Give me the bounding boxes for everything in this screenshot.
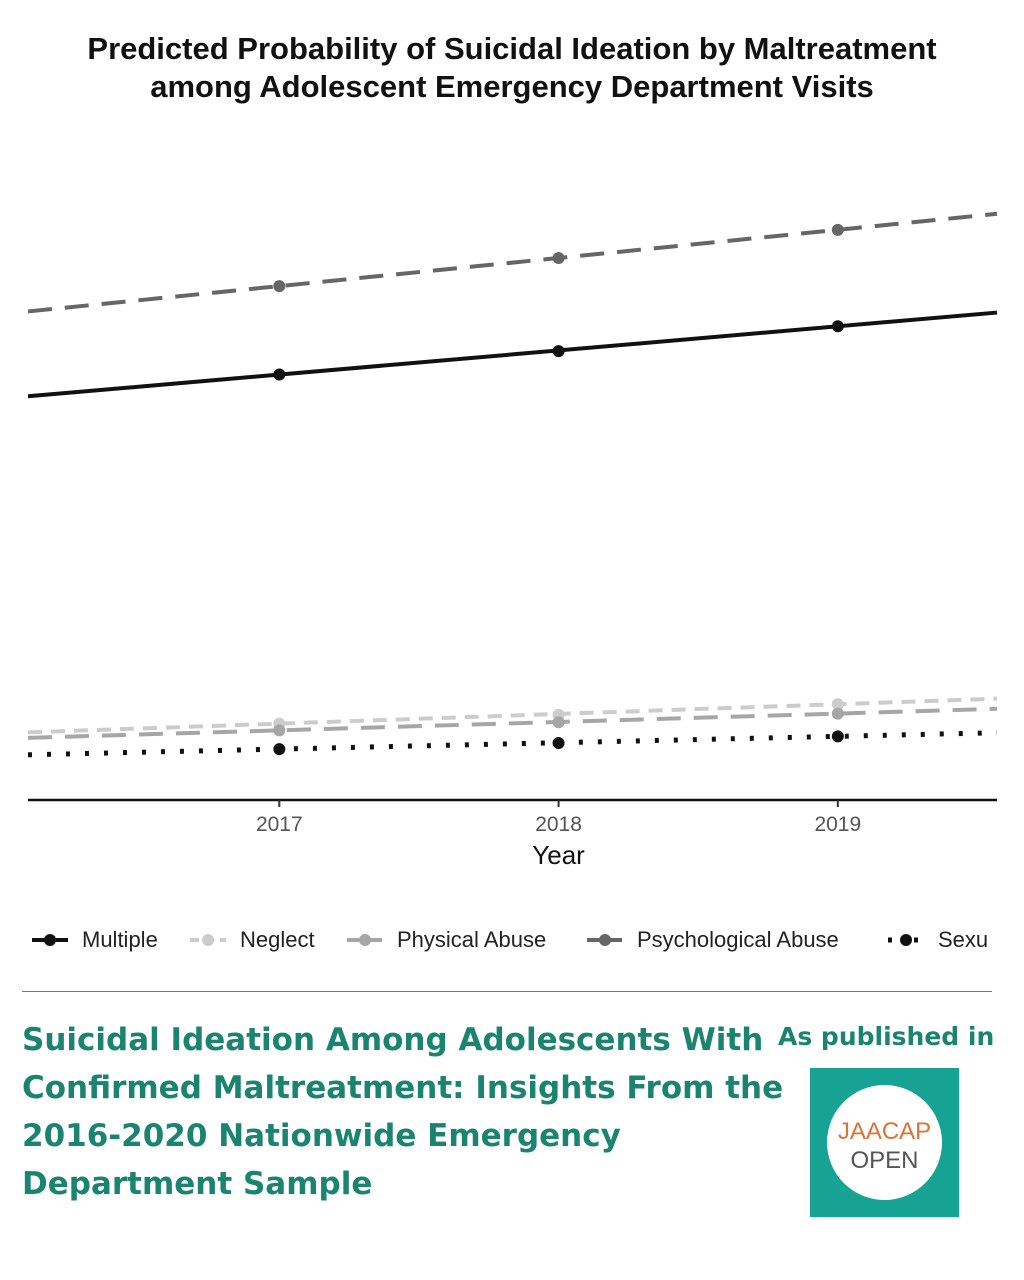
series-4-point-2 — [831, 730, 844, 743]
series-3-point-2 — [831, 223, 844, 236]
legend-key-0 — [32, 934, 68, 946]
legend-key-4 — [888, 934, 924, 946]
published-label: As published in — [778, 1022, 995, 1051]
legend-item-1: Neglect — [188, 918, 315, 962]
x-tick-label-1: 2018 — [535, 813, 582, 836]
legend-key-dot-0 — [44, 934, 56, 946]
logo-text-jaacap: JAACAP — [837, 1118, 932, 1145]
series-4-point-0 — [273, 743, 286, 756]
chart-title: Predicted Probability of Suicidal Ideati… — [0, 30, 1024, 106]
line-chart: 2017 2018 2019 Year — [27, 211, 998, 870]
chart-legend: Multiple Neglect Physical Abuse Psychologic… — [0, 918, 1024, 962]
legend-key-dot-1 — [202, 934, 214, 946]
x-tick-label-0: 2017 — [256, 813, 303, 836]
paper-title: Suicidal Ideation Among Adolescents With… — [22, 1016, 784, 1208]
x-axis-label: Year — [532, 840, 585, 870]
series-line-1 — [27, 696, 998, 735]
series-3-point-0 — [273, 280, 286, 293]
chart-title-line-2: among Adolescent Emergency Department Vi… — [150, 69, 874, 104]
legend-label-4: Sexu — [938, 927, 989, 952]
series-1-point-2 — [831, 698, 844, 711]
legend-key-dot-3 — [599, 934, 611, 946]
series-0-point-2 — [831, 320, 844, 333]
paper-title-line-3: 2016-2020 Nationwide Emergency — [22, 1118, 621, 1154]
paper-title-line-1: Suicidal Ideation Among Adolescents With — [22, 1022, 764, 1058]
series-0-point-0 — [273, 368, 286, 381]
legend-label-2: Physical Abuse — [397, 927, 547, 952]
legend-item-0: Multiple — [30, 918, 158, 962]
series-3-point-1 — [552, 251, 565, 264]
x-tick-label-2: 2019 — [814, 813, 861, 836]
series-2-point-1 — [552, 716, 565, 729]
legend-label-3: Psychological Abuse — [637, 927, 839, 952]
legend-key-1 — [190, 934, 226, 946]
series-2-point-0 — [273, 724, 286, 737]
series-line-4 — [27, 730, 998, 758]
paper-title-line-4: Department Sample — [22, 1166, 373, 1202]
legend-item-2: Physical Abuse — [345, 918, 546, 962]
series-line-2 — [27, 706, 998, 740]
legend-key-2 — [347, 934, 383, 946]
jaacap-open-logo[interactable]: JAACAP OPEN — [810, 1068, 959, 1217]
chart-title-line-1: Predicted Probability of Suicidal Ideati… — [87, 31, 937, 66]
series-line-3 — [27, 211, 998, 314]
legend-key-dot-2 — [359, 934, 371, 946]
series-line-0 — [27, 310, 998, 399]
series-4-point-1 — [552, 737, 565, 750]
legend-label-1: Neglect — [240, 927, 315, 952]
logo-circle: JAACAP OPEN — [827, 1085, 942, 1200]
legend-key-dot-4 — [900, 934, 912, 946]
legend-label-0: Multiple — [82, 927, 158, 952]
legend-item-4: Sexu — [886, 918, 988, 962]
series-2-point-2 — [831, 707, 844, 720]
legend-key-3 — [587, 934, 623, 946]
logo-text-open: OPEN — [850, 1147, 919, 1174]
paper-title-line-2: Confirmed Maltreatment: Insights From th… — [22, 1070, 784, 1106]
divider — [22, 991, 992, 992]
series-0-point-1 — [552, 345, 565, 358]
legend-item-3: Psychological Abuse — [585, 918, 839, 962]
